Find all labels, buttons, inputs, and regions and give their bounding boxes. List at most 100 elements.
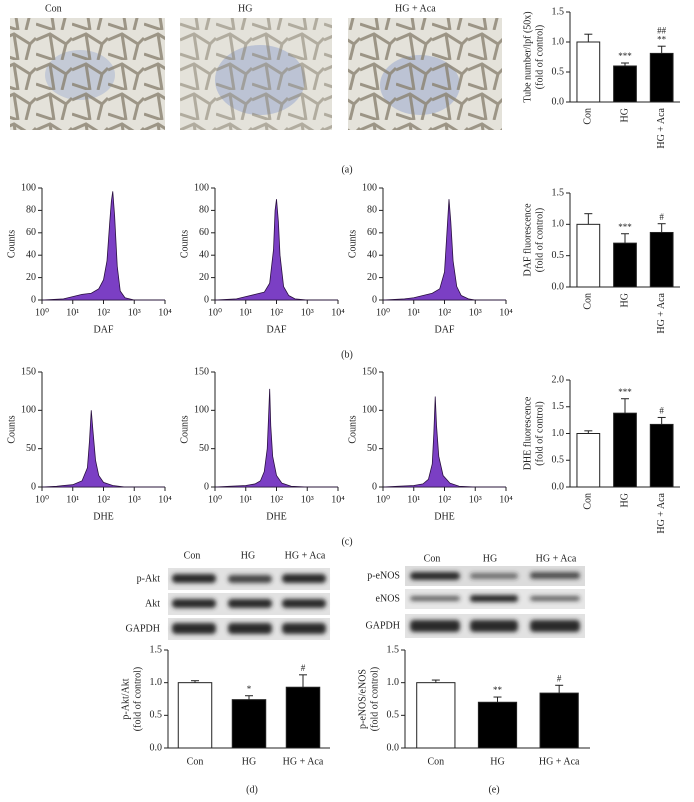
y-tick-label: 1.5 [387,644,400,655]
panel-label: (e) [488,784,499,795]
histogram-area [41,410,165,488]
x-tick-label: 10⁰ [376,307,390,318]
blot-band [530,572,580,579]
x-axis-label: DHE [93,511,114,522]
x-tick-label: 10¹ [407,307,420,318]
y-tick-label: 40 [199,249,209,260]
y-tick-label: 1.5 [552,187,565,198]
blot-band [282,599,326,608]
significance-label: # [659,212,664,222]
x-tick-label: 10⁴ [158,307,172,318]
blot-column: Con [424,553,441,564]
x-tick-label: HG [619,293,630,307]
x-tick-label: 10⁴ [499,494,513,505]
y-tick-label: 0.0 [387,742,400,753]
significance-label: *** [618,387,632,397]
y-tick-label: 100 [21,182,36,193]
y-axis-label: Counts [179,230,190,258]
blot-band [470,620,518,632]
y-tick-label: 0 [31,294,36,305]
y-tick-label: 0.5 [552,250,565,261]
y-axis-label: Counts [6,415,17,443]
x-tick-label: 10¹ [66,494,79,505]
bar [539,692,579,749]
x-tick-label: 10⁰ [208,494,222,505]
x-tick-label: 10⁰ [208,307,222,318]
histogram-area [214,199,338,301]
blot-band [410,620,460,632]
blot-column: Con [184,550,201,561]
micrograph-label: HG [238,3,252,14]
y-tick-label: 0.5 [150,710,163,721]
y-tick-label: 80 [26,205,36,216]
bar [613,242,637,288]
panel-label: (c) [341,536,352,547]
micrograph-texture [10,18,165,130]
y-tick-label: 100 [362,405,377,416]
blot-band [470,573,518,579]
bar [613,412,637,488]
x-tick-label: 10² [97,494,110,505]
y-tick-label: 1.5 [552,401,565,412]
y-tick-label: 0 [204,481,209,492]
y-axis-label: p-eNOS/eNOS [357,669,368,729]
significance-label: # [659,406,664,416]
x-axis-label: DAF [266,324,286,335]
y-tick-label: 100 [362,182,377,193]
y-tick-label: 1.0 [552,219,565,230]
x-tick-label: HG + Aca [656,292,667,333]
blot-row: p-Akt [137,573,161,584]
y-tick-label: 100 [21,405,36,416]
y-tick-label: 60 [199,227,209,238]
x-tick-label: 10³ [301,494,314,505]
panel-label: (b) [341,349,353,360]
y-tick-label: 0.0 [552,281,565,292]
blot-row: GAPDH [366,620,400,631]
y-tick-label: 1.0 [150,677,163,688]
x-tick-label: Con [583,293,594,310]
x-tick-label: 10² [438,494,451,505]
bar [576,41,601,103]
y-tick-label: 0 [372,481,377,492]
y-tick-label: 60 [367,227,377,238]
micrograph-label: HG + Aca [395,3,436,14]
blot-band [530,620,580,632]
bar [416,682,456,749]
blot-row: eNOS [376,593,400,604]
x-tick-label: 10³ [469,494,482,505]
significance-label: # [301,663,306,673]
y-axis-label: Counts [347,230,358,258]
bar [613,65,637,103]
x-tick-label: 10¹ [66,307,79,318]
panel-label: (d) [246,784,258,795]
y-axis-label: (fold of control) [132,667,143,731]
blot-column: HG [241,550,255,561]
x-tick-label: HG [619,493,630,507]
x-axis-label: DHE [266,511,287,522]
blot-band [470,595,518,602]
x-tick-label: HG + Aca [656,107,667,148]
x-tick-label: 10³ [128,307,141,318]
bar [576,223,601,288]
significance-label: ** [493,685,503,695]
histogram-area [41,191,165,301]
x-tick-label: HG [619,108,630,122]
bar [649,231,674,288]
x-tick-label: 10⁴ [499,307,513,318]
y-tick-label: 0.0 [150,742,163,753]
y-axis-label: (fold of control) [369,667,380,731]
x-tick-label: 10² [270,494,283,505]
micrographs: Con HG HG + Aca [10,3,502,130]
y-axis-label: (fold of control) [534,25,545,89]
x-tick-label: Con [583,493,594,510]
histogram-area [382,396,506,488]
x-tick-label: 10⁰ [35,494,49,505]
y-tick-label: 100 [194,182,209,193]
x-axis-label: DHE [434,511,455,522]
x-tick-label: 10³ [301,307,314,318]
histogram-area [382,199,506,301]
blot-band [282,574,326,583]
x-tick-label: 10⁴ [331,494,345,505]
x-tick-label: HG [490,756,504,767]
